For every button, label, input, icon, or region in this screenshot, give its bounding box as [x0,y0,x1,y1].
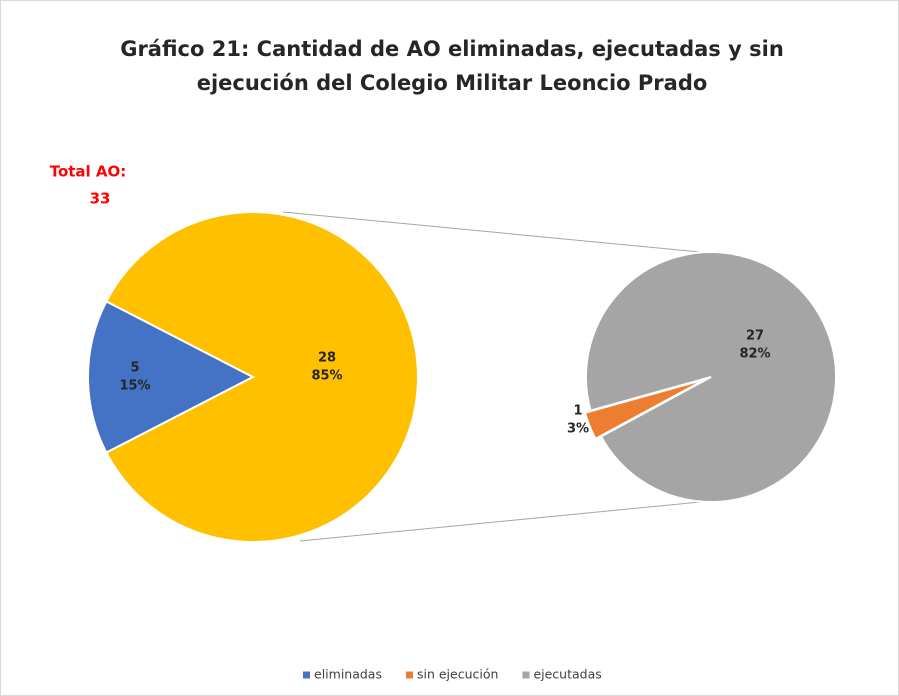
data-label: 28 [318,351,336,366]
pie-slice [104,211,419,543]
pie-slice [583,378,706,441]
data-label: 1 [573,404,582,419]
legend-swatch [522,671,530,679]
data-label: 82% [739,347,770,362]
annotation: Total AO: [50,163,127,181]
legend-label: sin ejecución [417,667,498,682]
legend-swatch [405,671,413,679]
pie-slice [585,251,837,503]
connector-line [282,211,701,253]
annotation: 33 [90,190,111,208]
data-label: 27 [746,329,764,344]
chart-title: Gráfico 21: Cantidad de AO eliminadas, e… [120,37,784,61]
legend-swatch [303,671,310,679]
chart-title: ejecución del Colegio Militar Leoncio Pr… [197,71,708,95]
data-label: 85% [311,369,342,384]
legend-label: ejecutadas [533,667,601,682]
legend-label: eliminadas [314,667,382,682]
connector-line [299,501,701,542]
data-label: 5 [130,361,139,376]
data-label: 15% [119,379,150,394]
data-label: 3% [567,422,589,437]
pie-slice [87,300,256,454]
